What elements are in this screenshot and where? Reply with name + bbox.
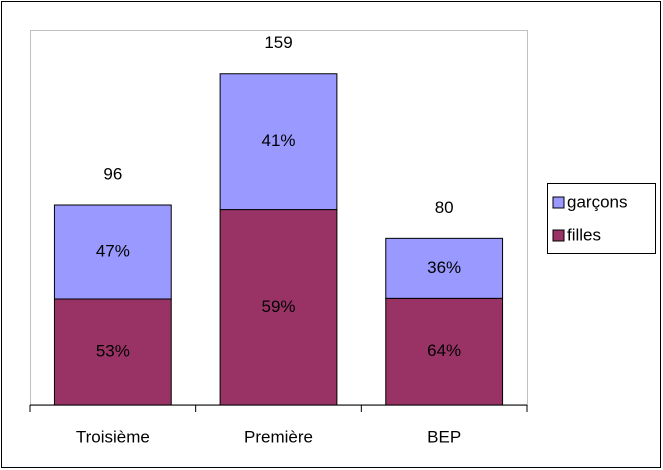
value-label: 36% [427,258,461,277]
bar-segment [53,298,172,406]
value-label: 41% [261,131,295,150]
legend-swatch [552,229,565,242]
legend-label: filles [567,225,601,244]
bar-segment [53,204,172,300]
bar-segment [385,297,504,406]
legend-label: garçons [567,192,627,211]
value-label: 53% [96,341,130,360]
value-label: 59% [261,297,295,316]
bar-segment [219,73,338,211]
x-tick-label: BEP [427,427,461,446]
bar-segment [385,237,504,299]
legend-box [547,183,656,254]
x-tick-label: Troisième [76,427,150,446]
total-label: 80 [435,198,454,217]
total-label: 159 [264,33,292,52]
value-label: 47% [96,241,130,260]
value-label: 64% [427,341,461,360]
bar-segment [219,209,338,406]
legend-swatch [552,196,565,209]
x-tick-label: Première [244,427,313,446]
total-label: 96 [103,164,122,183]
